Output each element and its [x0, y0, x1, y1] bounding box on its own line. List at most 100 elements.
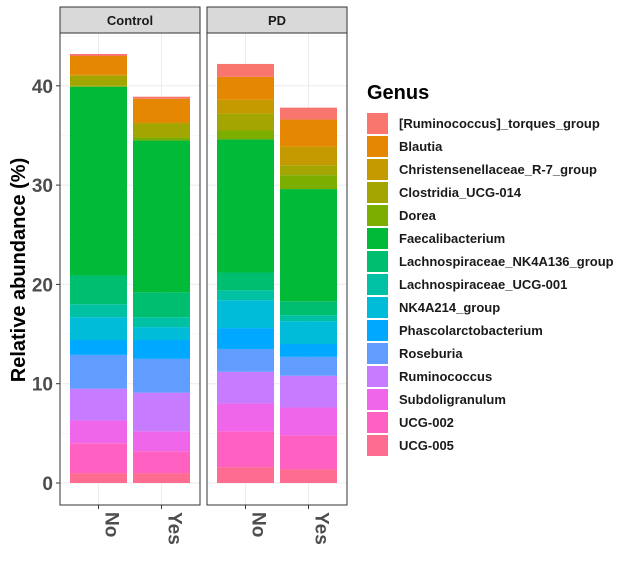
- bar-segment: [217, 348, 274, 372]
- x-tick-label: No: [101, 512, 122, 537]
- bar-segment: [280, 321, 337, 344]
- y-tick-label: 10: [32, 375, 53, 396]
- bar-segment: [217, 113, 274, 131]
- legend-label: Blautia: [399, 139, 443, 154]
- bar-segment: [217, 76, 274, 100]
- bar-segment: [217, 467, 274, 483]
- bar-segment: [133, 137, 190, 141]
- bar-segment: [133, 98, 190, 123]
- bar-segment: [70, 275, 127, 305]
- legend-item: UCG-002: [367, 412, 454, 433]
- legend-label: NK4A214_group: [399, 300, 500, 315]
- legend-label: Phascolarctobacterium: [399, 323, 543, 338]
- y-tick-label: 20: [32, 275, 53, 296]
- legend-label: Roseburia: [399, 346, 463, 361]
- legend-swatch: [367, 343, 388, 364]
- bar-segment: [217, 272, 274, 291]
- bar-segment: [133, 327, 190, 341]
- legend-item: UCG-005: [367, 435, 454, 456]
- bar-pd-yes: [280, 107, 337, 483]
- y-axis: 0 10 20 30 40: [32, 77, 60, 495]
- legend-item: Phascolarctobacterium: [367, 320, 543, 341]
- bar-segment: [280, 107, 337, 120]
- y-tick-label: 30: [32, 176, 53, 197]
- legend-swatch: [367, 251, 388, 272]
- legend: Genus [Ruminococcus]_torques_group Blauti…: [367, 82, 614, 456]
- legend-swatch: [367, 136, 388, 157]
- legend-swatch: [367, 182, 388, 203]
- legend-label: UCG-002: [399, 415, 454, 430]
- bar-segment: [133, 140, 190, 293]
- facet-panels: Control No Yes PD No Yes: [59, 6, 348, 545]
- bar-segment: [70, 86, 127, 276]
- legend-label: Subdoligranulum: [399, 392, 506, 407]
- legend-item: Christensenellaceae_R-7_group: [367, 159, 597, 180]
- legend-label: Ruminococcus: [399, 369, 492, 384]
- legend-swatch: [367, 205, 388, 226]
- panel-border: [59, 32, 201, 506]
- bar-control-no: [70, 54, 127, 483]
- bar-segment: [70, 75, 127, 86]
- bar-segment: [133, 123, 190, 138]
- facet-label: Control: [107, 13, 153, 28]
- legend-label: Lachnospiraceae_NK4A136_group: [399, 254, 614, 269]
- bar-segment: [133, 292, 190, 318]
- bar-segment: [70, 354, 127, 389]
- bar-segment: [217, 431, 274, 468]
- facet-strip: [206, 6, 348, 34]
- facet-strip: [59, 6, 201, 34]
- bar-segment: [133, 451, 190, 474]
- bar-segment: [280, 407, 337, 436]
- facet-label: PD: [268, 13, 286, 28]
- bar-control-yes: [133, 96, 190, 483]
- bar-segment: [70, 85, 127, 87]
- bar-segment: [133, 392, 190, 432]
- bar-segment: [280, 469, 337, 483]
- bar-segment: [280, 189, 337, 302]
- bar-segment: [70, 304, 127, 318]
- bar-pd-no: [217, 63, 274, 483]
- y-tick-label: 40: [32, 77, 53, 98]
- bar-segment: [280, 175, 337, 190]
- bar-segment: [133, 122, 190, 124]
- bar-segment: [280, 356, 337, 376]
- legend-swatch: [367, 366, 388, 387]
- bar-segment: [217, 139, 274, 273]
- legend-item: Faecalibacterium: [367, 228, 505, 249]
- legend-label: [Ruminococcus]_torques_group: [399, 116, 600, 131]
- bar-segment: [217, 328, 274, 349]
- legend-swatch: [367, 412, 388, 433]
- bar-segment: [217, 99, 274, 114]
- bar-segment: [70, 317, 127, 341]
- bar-segment: [133, 96, 190, 99]
- bar-segment: [133, 317, 190, 328]
- bar-segment: [70, 54, 127, 57]
- legend-swatch: [367, 113, 388, 134]
- bar-segment: [133, 431, 190, 452]
- legend-label: Clostridia_UCG-014: [399, 185, 522, 200]
- bar-segment: [70, 56, 127, 75]
- bar-segment: [217, 290, 274, 301]
- legend-item: Blautia: [367, 136, 443, 157]
- bar-segment: [280, 435, 337, 470]
- legend-item: [Ruminococcus]_torques_group: [367, 113, 600, 134]
- x-tick-label: No: [248, 512, 269, 537]
- legend-label: Dorea: [399, 208, 437, 223]
- legend-label: Faecalibacterium: [399, 231, 505, 246]
- bar-segment: [280, 146, 337, 166]
- bar-segment: [70, 340, 127, 355]
- bar-segment: [133, 358, 190, 393]
- bar-segment: [70, 74, 127, 76]
- x-tick-label: Yes: [311, 512, 332, 545]
- legend-item: Dorea: [367, 205, 437, 226]
- bar-segment: [280, 119, 337, 147]
- y-tick-label: 0: [42, 474, 53, 495]
- bar-segment: [280, 343, 337, 357]
- bar-segment: [280, 301, 337, 316]
- legend-item: Clostridia_UCG-014: [367, 182, 522, 203]
- legend-swatch: [367, 320, 388, 341]
- legend-label: Lachnospiraceae_UCG-001: [399, 277, 567, 292]
- legend-item: Ruminococcus: [367, 366, 492, 387]
- bar-segment: [217, 63, 274, 77]
